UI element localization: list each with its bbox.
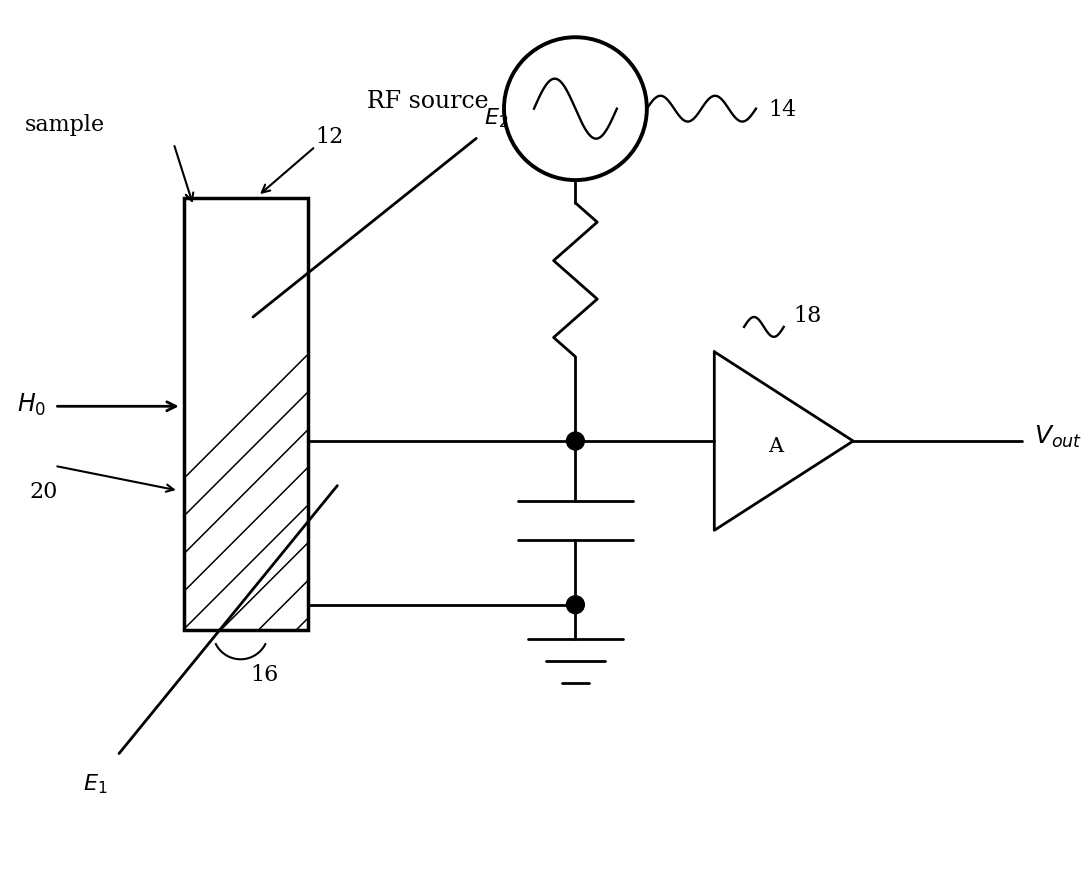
Text: $H_0$: $H_0$ bbox=[17, 392, 47, 418]
Text: RF source: RF source bbox=[367, 90, 489, 113]
Text: 18: 18 bbox=[794, 305, 822, 327]
Text: 14: 14 bbox=[767, 98, 796, 120]
Text: sample: sample bbox=[25, 113, 105, 136]
Text: $V_{out}$: $V_{out}$ bbox=[1033, 424, 1082, 449]
Circle shape bbox=[567, 596, 584, 614]
Bar bbox=[183, 198, 307, 630]
Circle shape bbox=[567, 432, 584, 450]
Text: 12: 12 bbox=[315, 127, 343, 148]
Text: 16: 16 bbox=[251, 664, 279, 686]
Text: $E_2$: $E_2$ bbox=[484, 105, 508, 129]
Text: $E_1$: $E_1$ bbox=[83, 772, 107, 795]
Text: A: A bbox=[768, 437, 784, 456]
Text: 20: 20 bbox=[29, 480, 58, 502]
